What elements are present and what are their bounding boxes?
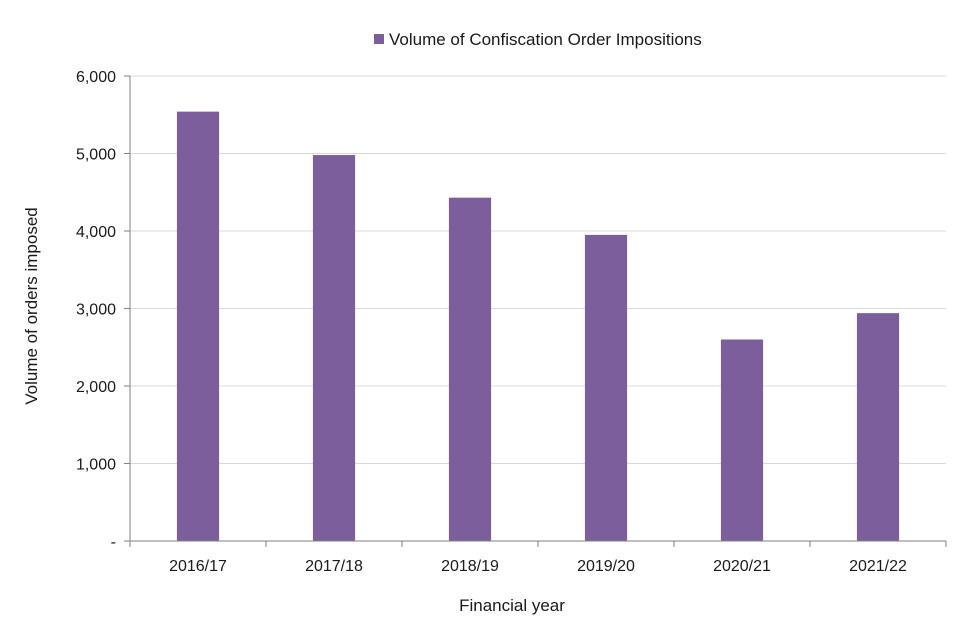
y-tick-label: 2,000 bbox=[76, 379, 116, 396]
y-tick-label: 5,000 bbox=[76, 147, 116, 164]
y-axis-title: Volume of orders imposed bbox=[22, 207, 41, 405]
x-axis-title: Financial year bbox=[459, 596, 565, 615]
gridlines bbox=[130, 75, 946, 464]
legend-swatch bbox=[374, 34, 384, 44]
bar bbox=[856, 313, 900, 541]
bar bbox=[176, 111, 220, 542]
x-tick-label: 2018/19 bbox=[441, 558, 499, 575]
bar bbox=[312, 155, 356, 542]
axes bbox=[124, 75, 947, 547]
y-tick-label: 3,000 bbox=[76, 302, 116, 319]
y-tick-label: 4,000 bbox=[76, 224, 116, 241]
bar bbox=[720, 339, 764, 541]
x-tick-label: 2020/21 bbox=[713, 558, 771, 575]
x-tick-labels: 2016/17 2017/18 2018/19 2019/20 2020/21 2021/… bbox=[169, 558, 907, 575]
y-tick-label: 6,000 bbox=[76, 69, 116, 86]
x-tick-label: 2019/20 bbox=[577, 558, 635, 575]
legend-label: Volume of Confiscation Order Impositions bbox=[389, 30, 702, 49]
y-tick-label: - bbox=[111, 534, 116, 551]
bar bbox=[584, 234, 628, 541]
bar bbox=[448, 197, 492, 542]
y-tick-label: 1,000 bbox=[76, 457, 116, 474]
y-tick-labels: - 1,000 2,000 3,000 4,000 5,000 6,000 bbox=[76, 69, 116, 551]
x-tick-label: 2021/22 bbox=[849, 558, 907, 575]
x-tick-label: 2017/18 bbox=[305, 558, 363, 575]
legend: Volume of Confiscation Order Impositions bbox=[374, 30, 702, 49]
x-tick-label: 2016/17 bbox=[169, 558, 227, 575]
bars bbox=[176, 111, 900, 542]
